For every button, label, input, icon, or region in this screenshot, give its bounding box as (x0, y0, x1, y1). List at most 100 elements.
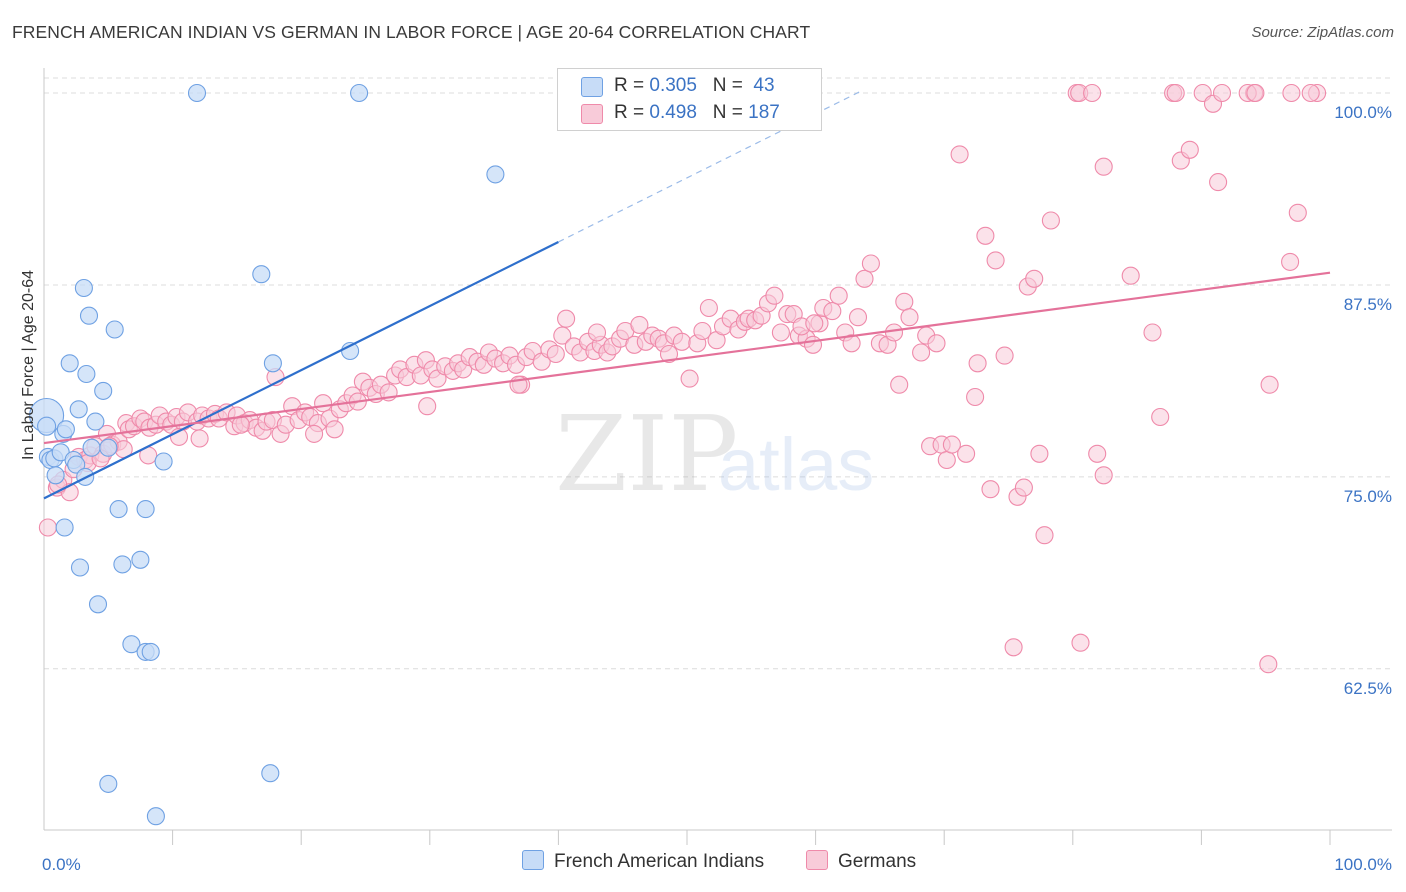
point-french-american-indians (146, 807, 165, 826)
point-germans (1014, 478, 1033, 497)
point-germans (803, 335, 823, 354)
point-germans (1071, 633, 1090, 652)
point-french-american-indians (122, 635, 141, 654)
point-french-american-indians (105, 320, 124, 339)
chart-title: FRENCH AMERICAN INDIAN VS GERMAN IN LABO… (12, 22, 811, 42)
bottom-legend-germans: Germans (806, 850, 916, 873)
point-germans (1166, 83, 1185, 103)
point-french-american-indians (86, 412, 105, 431)
point-french-american-indians (131, 550, 150, 569)
point-germans (630, 315, 649, 334)
point-germans (38, 518, 57, 537)
y-tick-label: 87.5% (1344, 295, 1392, 314)
point-germans (957, 444, 976, 463)
point-germans (995, 346, 1014, 365)
tick-labels: 62.5% 75.0% 87.5% 100.0% 0.0% 100.0% (42, 103, 1392, 874)
point-french-american-indians (94, 381, 113, 400)
point-germans (1030, 444, 1049, 463)
point-french-american-indians (154, 452, 173, 471)
x-tick-label: 100.0% (1334, 855, 1392, 874)
point-germans (900, 308, 919, 327)
series-french-american-indians-points (29, 83, 505, 826)
stats-legend: R = 0.305 N = 43 R = 0.498 N = 187 (557, 68, 822, 131)
point-germans (1025, 269, 1044, 288)
point-germans (829, 286, 848, 305)
point-germans (587, 323, 607, 342)
legend-n-value: 187 (748, 102, 780, 123)
point-french-american-indians (252, 265, 271, 284)
legend-swatch-pink (806, 850, 828, 870)
point-germans (1094, 466, 1113, 485)
point-germans (305, 424, 324, 443)
point-germans (937, 450, 956, 470)
point-germans (546, 344, 565, 364)
source-label: Source: ZipAtlas.com (1251, 24, 1394, 41)
point-french-american-indians (70, 558, 90, 577)
point-germans (325, 420, 344, 439)
point-french-american-indians (67, 455, 86, 474)
point-germans (981, 480, 1000, 499)
point-germans (884, 323, 904, 342)
point-french-american-indians (46, 466, 65, 485)
trend-line-french-american-indians (43, 240, 559, 500)
point-germans (190, 429, 209, 448)
watermark-zip: ZIP (555, 393, 738, 515)
point-germans (1288, 203, 1307, 222)
point-germans (976, 226, 995, 245)
point-germans (1094, 157, 1113, 176)
point-french-american-indians (187, 83, 207, 103)
point-germans (693, 321, 712, 341)
y-axis-label: In Labor Force | Age 20-64 (20, 269, 37, 460)
point-french-american-indians (79, 306, 99, 325)
point-germans (1180, 140, 1199, 159)
legend-swatch-blue (522, 850, 544, 870)
point-germans (1041, 211, 1060, 230)
point-germans (912, 343, 931, 362)
point-french-american-indians (37, 416, 57, 436)
trend-line-germans (43, 271, 1331, 445)
point-french-american-indians (109, 500, 128, 519)
point-germans (942, 435, 961, 454)
y-tick-label: 62.5% (1344, 679, 1392, 698)
point-french-american-indians (88, 595, 108, 614)
legend-r-label: R = (614, 102, 650, 123)
point-french-american-indians (350, 83, 369, 103)
point-germans (842, 334, 861, 353)
point-french-american-indians (113, 555, 132, 574)
point-french-american-indians (141, 642, 160, 661)
point-germans (1151, 407, 1170, 427)
point-french-american-indians (55, 518, 74, 537)
point-germans (314, 394, 333, 413)
point-germans (1035, 526, 1054, 545)
point-germans (968, 354, 987, 373)
point-germans (1246, 83, 1265, 103)
trend-line-extension (558, 90, 861, 243)
point-germans (1259, 655, 1278, 674)
legend-n-label: N = (712, 102, 749, 123)
point-germans (1282, 83, 1301, 103)
point-germans (1083, 83, 1102, 103)
point-germans (1209, 173, 1228, 192)
watermark-atlas: atlas (718, 423, 874, 506)
point-germans (1301, 83, 1320, 103)
point-germans (553, 326, 572, 345)
legend-swatch-pink (581, 104, 603, 124)
point-french-american-indians (60, 354, 79, 373)
point-french-american-indians (82, 438, 101, 457)
point-germans (895, 292, 914, 311)
y-tick-label: 100.0% (1334, 103, 1392, 122)
point-germans (805, 314, 824, 333)
point-germans (1281, 252, 1300, 271)
point-french-american-indians (99, 774, 118, 793)
grid-lines (44, 77, 1392, 670)
point-germans (927, 334, 946, 353)
legend-swatch-blue (581, 77, 603, 97)
point-germans (1212, 83, 1232, 103)
point-germans (557, 309, 576, 328)
point-germans (1121, 266, 1140, 285)
watermark: ZIP atlas (555, 393, 874, 515)
legend-r-label: R = (614, 75, 650, 96)
point-germans (966, 387, 985, 407)
point-french-american-indians (263, 354, 282, 373)
